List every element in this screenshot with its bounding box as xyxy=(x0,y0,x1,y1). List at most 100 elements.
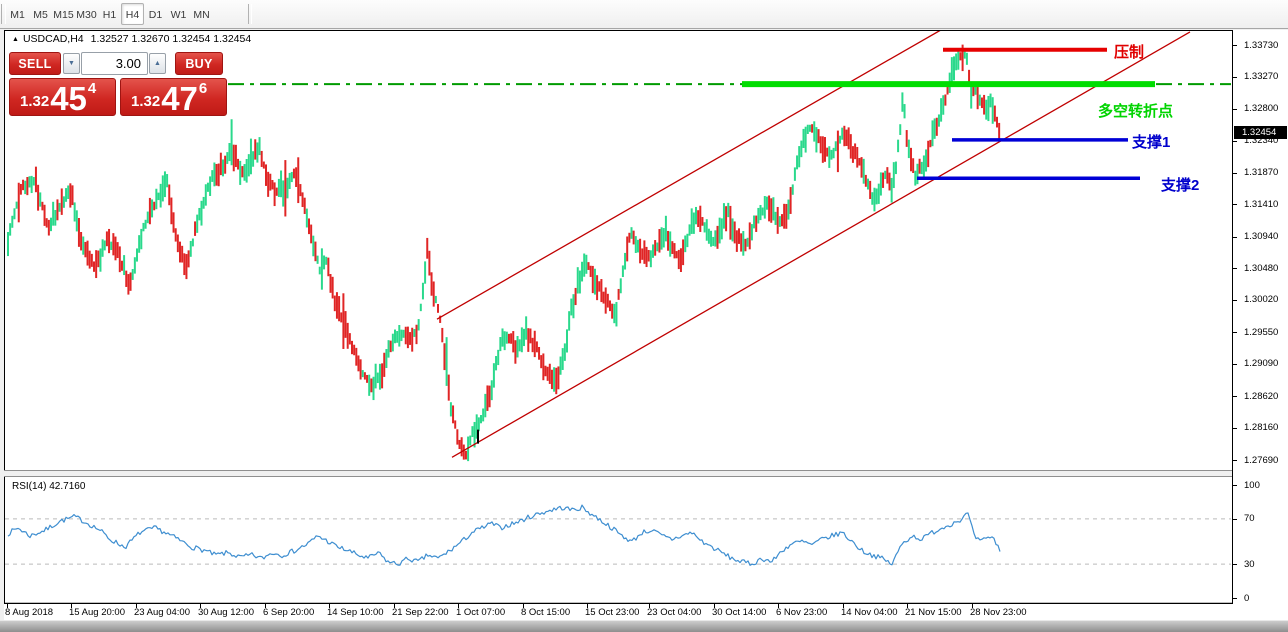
time-axis-label: 28 Nov 23:00 xyxy=(970,607,1027,618)
pane-splitter[interactable] xyxy=(4,470,1232,477)
volume-increase-button[interactable]: ▲ xyxy=(149,53,166,74)
tf-button-h4[interactable]: H4 xyxy=(121,3,144,25)
time-axis-label: 21 Nov 15:00 xyxy=(905,607,962,618)
price-axis-label: 1.29550 xyxy=(1244,326,1279,338)
price-axis-label: 1.30480 xyxy=(1244,262,1279,274)
ohlc-values: 1.32527 1.32670 1.32454 1.32454 xyxy=(90,33,252,45)
time-axis-tick xyxy=(778,603,779,608)
price-axis-label: 1.30940 xyxy=(1244,231,1279,243)
rsi-chart-canvas[interactable] xyxy=(4,477,1232,604)
window-bottom-edge xyxy=(0,620,1288,632)
buy-button[interactable]: BUY xyxy=(175,52,223,75)
time-axis-label: 8 Oct 15:00 xyxy=(521,607,571,618)
price-axis-tick xyxy=(1232,363,1237,365)
price-axis-label: 1.28620 xyxy=(1244,390,1279,402)
chart-window: ▲ USDCAD,H4 1.32527 1.32670 1.32454 1.3245… xyxy=(4,30,1288,620)
price-axis-label: 1.31870 xyxy=(1244,167,1279,179)
time-axis-tick xyxy=(714,603,715,608)
tf-button-d1[interactable]: D1 xyxy=(148,9,163,21)
price-axis-label: 1.32340 xyxy=(1244,135,1279,146)
toolbar-grip[interactable] xyxy=(1,4,6,24)
current-price-tag: 1.32454 xyxy=(1234,126,1287,140)
rsi-axis-tick xyxy=(1232,485,1237,486)
volume-decrease-button[interactable]: ▼ xyxy=(63,53,80,74)
resistance-label: 压制 xyxy=(1114,44,1145,61)
price-axis-label: 1.32800 xyxy=(1244,103,1279,115)
bid-price-pip: 4 xyxy=(87,80,97,97)
symbol-label: USDCAD,H4 xyxy=(22,33,84,45)
rsi-axis-label: 70 xyxy=(1244,513,1255,525)
axis-border xyxy=(1232,30,1233,604)
price-axis-label: 1.33270 xyxy=(1244,71,1279,83)
support1-label: 支撑1 xyxy=(1132,134,1171,151)
time-axis-tick xyxy=(587,603,588,608)
price-chart-canvas[interactable] xyxy=(4,30,1232,470)
bid-price-big: 45 xyxy=(50,79,87,117)
time-axis-tick xyxy=(843,603,844,608)
ask-price-panel[interactable]: 1.32 47 6 xyxy=(120,78,227,116)
pivot-label: 多空转折点 xyxy=(1098,103,1174,120)
price-axis-tick xyxy=(1232,299,1237,301)
tf-button-m1[interactable]: M1 xyxy=(10,9,25,21)
chart-header: ▲ USDCAD,H4 1.32527 1.32670 1.32454 1.3245… xyxy=(12,33,251,45)
ask-price-big: 47 xyxy=(161,79,198,117)
time-axis-label: 30 Oct 14:00 xyxy=(712,607,767,618)
price-axis-label: 1.31410 xyxy=(1244,198,1279,210)
time-axis-label: 15 Oct 23:00 xyxy=(585,607,640,618)
price-axis-label: 1.28160 xyxy=(1244,422,1279,434)
time-axis-label: 8 Aug 2018 xyxy=(5,607,54,618)
time-axis-label: 14 Sep 10:00 xyxy=(327,607,384,618)
time-axis-label: 23 Aug 04:00 xyxy=(134,607,190,618)
price-axis-tick xyxy=(1232,204,1237,206)
rsi-axis-label: 30 xyxy=(1244,558,1255,570)
sell-button[interactable]: SELL xyxy=(9,52,61,75)
time-axis-label: 23 Oct 04:00 xyxy=(647,607,702,618)
rsi-axis-tick xyxy=(1232,518,1237,520)
bid-price-prefix: 1.32 xyxy=(20,93,50,110)
volume-input[interactable] xyxy=(81,52,148,75)
time-axis-tick xyxy=(972,603,973,608)
bid-price-panel[interactable]: 1.32 45 4 xyxy=(9,78,116,116)
price-axis-tick xyxy=(1232,396,1237,398)
toolbar: M1 M5 M15 M30 H1 H4 D1 W1 MN xyxy=(0,0,1288,29)
price-axis-tick xyxy=(1232,427,1237,429)
rsi-axis-tick xyxy=(1232,564,1237,566)
tf-button-m15[interactable]: M15 xyxy=(53,9,74,21)
toolbar-separator xyxy=(248,4,252,24)
ask-price-prefix: 1.32 xyxy=(131,93,161,110)
price-axis-tick xyxy=(1232,108,1237,110)
rsi-pane[interactable]: RSI(14) 42.7160 xyxy=(4,477,1232,604)
price-axis-tick xyxy=(1232,76,1237,78)
time-axis-tick xyxy=(458,603,459,608)
time-axis-label: 21 Sep 22:00 xyxy=(392,607,449,618)
collapse-triangle-icon[interactable]: ▲ xyxy=(12,36,19,43)
rsi-axis-label: 0 xyxy=(1244,592,1250,604)
support2-label: 支撑2 xyxy=(1161,177,1200,194)
time-axis-tick xyxy=(71,603,72,608)
price-axis-label: 1.27690 xyxy=(1244,454,1279,466)
time-axis: 8 Aug 2018 15 Aug 20:00 23 Aug 04:00 30 Aug… xyxy=(4,603,1232,620)
time-axis-label: 6 Nov 23:00 xyxy=(776,607,828,618)
price-axis-tick xyxy=(1232,268,1237,270)
tf-button-mn[interactable]: MN xyxy=(193,9,210,21)
price-axis-tick xyxy=(1232,460,1237,461)
price-axis-label: 1.33730 xyxy=(1244,39,1279,51)
price-axis-tick xyxy=(1232,236,1237,238)
tf-button-w1[interactable]: W1 xyxy=(170,9,187,21)
price-axis-label: 1.30020 xyxy=(1244,294,1279,306)
rsi-axis-tick xyxy=(1232,598,1237,599)
time-axis-tick xyxy=(265,603,266,608)
ask-price-pip: 6 xyxy=(198,80,208,97)
time-axis-label: 15 Aug 20:00 xyxy=(69,607,125,618)
time-axis-tick xyxy=(394,603,395,608)
time-axis-label: 30 Aug 12:00 xyxy=(198,607,254,618)
tf-button-m30[interactable]: M30 xyxy=(76,9,97,21)
price-pane[interactable]: ▲ USDCAD,H4 1.32527 1.32670 1.32454 1.3245… xyxy=(4,30,1232,470)
time-axis-tick xyxy=(200,603,201,608)
tf-button-h1[interactable]: H1 xyxy=(102,9,117,21)
rsi-axis-label: 100 xyxy=(1244,479,1260,491)
price-axis: 1.33730 1.33270 1.32800 1.32340 1.31870 1.314… xyxy=(1232,30,1288,620)
time-axis-label: 6 Sep 20:00 xyxy=(263,607,315,618)
tf-button-m5[interactable]: M5 xyxy=(33,9,48,21)
time-axis-tick xyxy=(7,603,8,608)
